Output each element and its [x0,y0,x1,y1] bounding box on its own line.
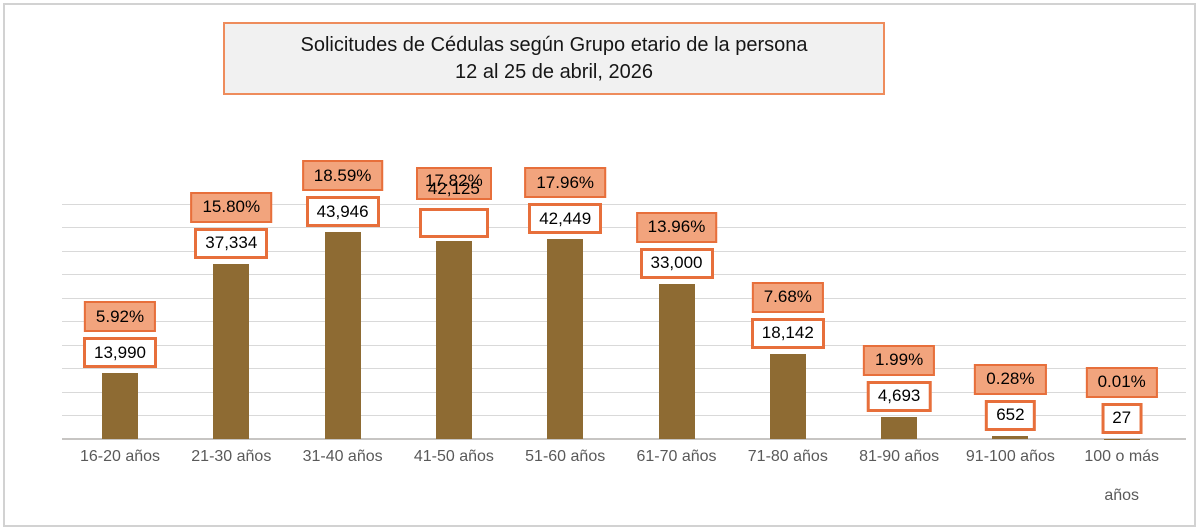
value-label-box-empty [418,208,489,238]
value-label-box: 43,946 [305,196,380,228]
pct-label-box: 17.96% [524,167,607,199]
x-axis-label-line: 21-30 años [191,448,272,465]
x-axis-label-line: 16-20 años [79,448,161,465]
grid-line [62,203,1186,205]
x-axis-label-line: 61-70 años [636,448,717,465]
grid-line [62,297,1186,299]
value-label-box: 33,000 [639,247,714,279]
x-axis-label: 91-100 años [966,448,1055,466]
x-axis-label: 71-80 años [748,448,828,466]
value-label-box: 18,142 [750,317,825,349]
x-axis-label: 31-40 años [303,448,383,466]
grid-line [62,391,1186,393]
x-axis-label-line: 100 o más [1084,448,1160,465]
x-axis-label: 21-30 años [191,448,271,466]
value-label: 42,125 [427,179,480,198]
pct-label-box: 0.01% [1085,366,1158,398]
grid-line [62,274,1186,275]
value-label-box: 42,449 [528,203,603,235]
x-axis-label: 51-60 años [525,448,605,466]
bar [324,232,361,439]
bar [769,353,806,439]
pct-label-box: 0.28% [974,363,1047,395]
x-axis-label-line: 51-60 años [525,448,606,465]
grid-line [62,344,1186,346]
x-axis-label-line: 81-90 años [859,448,940,465]
pct-label-box: 5.92% [83,301,157,333]
bar [213,263,250,439]
value-label-box: 27 [1101,402,1143,434]
grid-line [62,415,1186,416]
pct-label: 17.82% [425,171,483,190]
value-label-box: 37,334 [194,227,269,259]
x-axis-label-line: 71-80 años [747,448,828,465]
pct-label-box: 18.59% [301,160,384,192]
pct-label-box: 7.68% [751,281,824,313]
bar [102,373,138,439]
x-axis-label-line: 91-100 años [965,448,1055,465]
bar [881,416,918,439]
grid-line [62,227,1186,228]
pct-label-box: 13.96% [635,211,718,243]
pct-label-box: 17.82% 42,125 [415,167,492,200]
x-axis-label: 41-50 años [414,448,494,466]
chart-subtitle: 12 al 25 de abril, 2026 [455,60,653,83]
x-axis-label: 61-70 años [636,448,716,466]
value-label-box: 652 [985,399,1036,431]
value-label-box: 4,693 [866,380,932,412]
x-axis-label-line: 31-40 años [302,448,383,465]
grid-line [62,250,1186,252]
grid-line [62,321,1186,322]
x-axis-label: 100 o más años [1084,448,1159,505]
pct-label-box: 1.99% [862,344,936,376]
x-axis-label-line: 41-50 años [413,448,494,465]
bar [435,241,472,439]
chart-title-box: Solicitudes de Cédulas según Grupo etari… [223,22,885,95]
x-axis-label-line: años [1104,487,1140,504]
x-axis-label: 81-90 años [859,448,939,466]
bar [992,435,1029,439]
pct-label-box: 15.80% [190,191,273,223]
x-axis-line [62,438,1186,440]
bar [658,283,695,439]
bar [547,239,584,439]
grid-line [62,368,1186,369]
chart-title: Solicitudes de Cédulas según Grupo etari… [300,33,808,56]
x-axis-label: 16-20 años [80,448,160,466]
value-label-box: 13,990 [83,337,157,369]
